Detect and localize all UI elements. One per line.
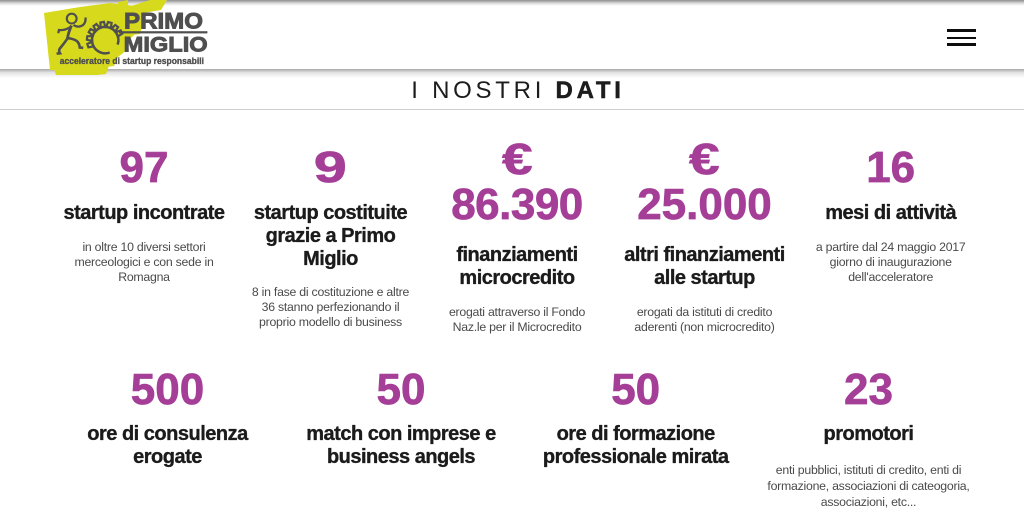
svg-text:PRIMO: PRIMO (124, 9, 203, 34)
svg-text:acceleratore di startup respon: acceleratore di startup responsabili (60, 56, 204, 67)
svg-text:MIGLIO: MIGLIO (124, 33, 208, 56)
